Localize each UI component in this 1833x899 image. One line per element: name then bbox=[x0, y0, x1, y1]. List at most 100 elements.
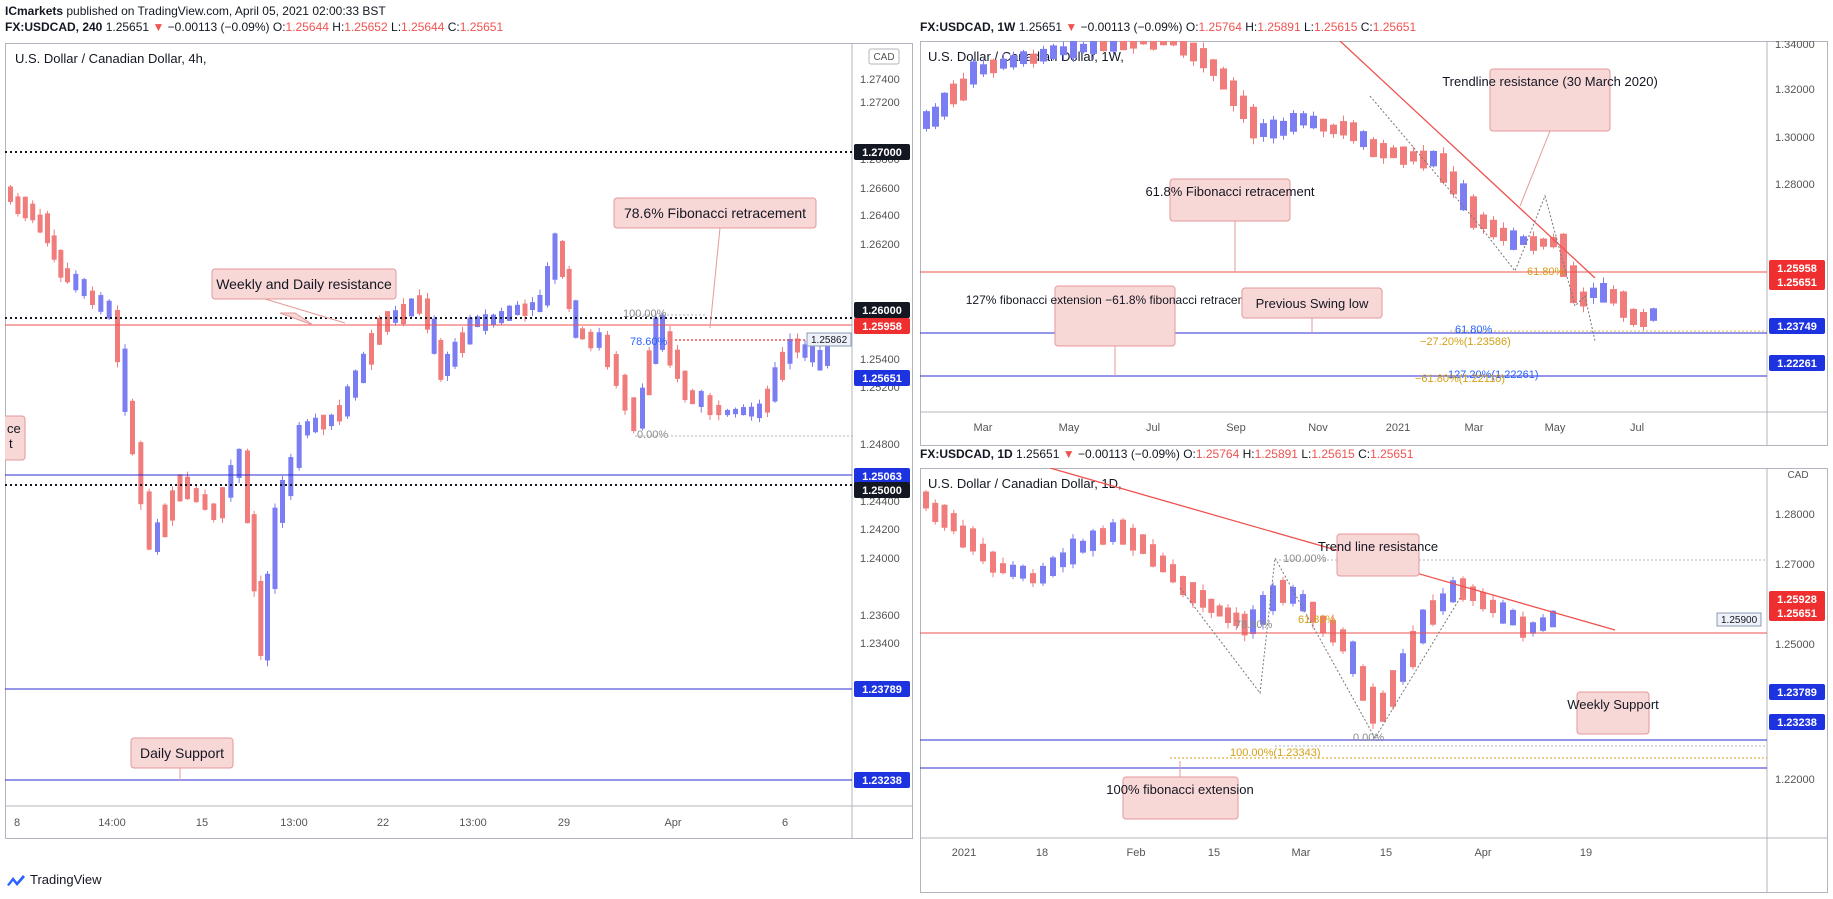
candle-body bbox=[1225, 607, 1231, 624]
candle-body bbox=[1270, 585, 1276, 612]
candle-body bbox=[211, 503, 217, 520]
candle-body bbox=[193, 488, 199, 503]
candle-body bbox=[690, 390, 695, 405]
candle-body bbox=[1540, 238, 1547, 247]
candle-body bbox=[130, 400, 135, 455]
fib-61-label: 61.80% bbox=[1527, 266, 1565, 278]
svg-text:1.27000: 1.27000 bbox=[862, 147, 902, 159]
candle-body bbox=[98, 295, 104, 312]
callout-daily-support[interactable]: Daily Support bbox=[130, 737, 234, 780]
candle-body bbox=[1320, 615, 1326, 634]
chart-1w[interactable]: U.S. Dollar / Canadian Dollar, 1W, 61.80… bbox=[920, 41, 1828, 446]
callout-trendline-resistance[interactable]: Trendline resistance (30 March 2020) bbox=[1442, 68, 1658, 207]
candle-body bbox=[1390, 670, 1396, 707]
candle-body bbox=[185, 476, 190, 500]
candle-body bbox=[990, 551, 996, 573]
time-axis-1w[interactable]: Mar May Jul Sep Nov 2021 Mar May Jul bbox=[974, 422, 1645, 434]
candle-body bbox=[1140, 534, 1146, 554]
candle-body bbox=[30, 203, 36, 221]
candle-body bbox=[1470, 586, 1476, 601]
callout-fib-78[interactable]: 78.6% Fibonacci retracement bbox=[613, 197, 817, 329]
candle-body bbox=[552, 233, 558, 280]
published-text: published on TradingView.com, April 05, … bbox=[66, 4, 386, 18]
candle-body bbox=[1310, 115, 1317, 129]
callout-weekly-support[interactable]: Weekly Support bbox=[1567, 691, 1659, 735]
chart-1d-title: U.S. Dollar / Canadian Dollar, 1D, bbox=[928, 476, 1122, 491]
chart-4h[interactable]: U.S. Dollar / Canadian Dollar, 4h, 100.0… bbox=[5, 43, 913, 839]
price-tag-1.25900: 1.25900 bbox=[1716, 612, 1762, 627]
candle-body bbox=[361, 353, 366, 384]
candle-body bbox=[1250, 609, 1256, 634]
candle-body bbox=[1180, 41, 1187, 56]
time-axis-4h[interactable]: 8 14:00 15 13:00 22 13:00 29 Apr 6 bbox=[14, 817, 788, 829]
candle-body bbox=[51, 235, 57, 260]
candle-body bbox=[1330, 124, 1337, 135]
svg-text:100% fibonacci extension: 100% fibonacci extension bbox=[1106, 782, 1253, 797]
candle-body bbox=[228, 465, 234, 498]
callout-prev-swing-low[interactable]: Previous Swing low bbox=[1241, 287, 1383, 333]
candle-body bbox=[1610, 289, 1617, 304]
trendline-resistance-1d[interactable] bbox=[1049, 468, 1616, 631]
candle-body bbox=[817, 350, 823, 371]
fib-127-label: 127.20%(1.22261) bbox=[1448, 369, 1539, 381]
chart-1d[interactable]: U.S. Dollar / Canadian Dollar, 1D, 100.0… bbox=[920, 468, 1828, 893]
publisher-name[interactable]: ICmarkets bbox=[5, 4, 64, 18]
price-axis-4h[interactable]: 1.274001.272001.268001.266001.264001.262… bbox=[860, 74, 900, 650]
y-tick-label: 1.34000 bbox=[1775, 41, 1815, 51]
candle-body bbox=[296, 424, 302, 468]
callout-127-fib[interactable]: 127% fibonacci extension −61.8% fibonacc… bbox=[966, 285, 1265, 376]
candle-body bbox=[452, 341, 458, 367]
callout-trendline-text: Trendline resistance (30 March 2020) bbox=[1442, 74, 1658, 89]
callout-fib-618[interactable]: 61.8% Fibonacci retracement bbox=[1145, 178, 1315, 272]
candle-body bbox=[1500, 227, 1507, 242]
candle-body bbox=[445, 353, 450, 376]
chart-4h-frame bbox=[5, 43, 913, 839]
candle-body bbox=[707, 395, 713, 416]
candle-body bbox=[1020, 565, 1026, 579]
candle-body bbox=[1510, 609, 1516, 626]
candle-body bbox=[1450, 171, 1457, 195]
svg-text:ce: ce bbox=[7, 421, 21, 436]
high-value-1w: 1.25891 bbox=[1257, 20, 1301, 34]
candle-body bbox=[245, 450, 250, 524]
candle-body bbox=[81, 279, 87, 297]
svg-text:CAD: CAD bbox=[873, 52, 894, 63]
y-tick-label: 1.24400 bbox=[860, 496, 900, 508]
callout-trendline-1d[interactable]: Trend line resistance bbox=[1318, 533, 1438, 577]
svg-text:Previous Swing low: Previous Swing low bbox=[1256, 296, 1369, 311]
x-tick-label: Jul bbox=[1630, 422, 1644, 434]
candle-body bbox=[251, 514, 257, 592]
candle-body bbox=[1600, 282, 1607, 303]
fib-78-label: 78.60% bbox=[630, 336, 668, 348]
candle-body bbox=[1630, 308, 1637, 325]
y-tick-label: 1.28000 bbox=[1775, 179, 1815, 191]
x-tick-label: Feb bbox=[1127, 847, 1146, 859]
candle-body bbox=[313, 417, 318, 433]
candle-body bbox=[483, 314, 488, 331]
candle-body bbox=[37, 214, 43, 233]
y-tick-label: 1.23600 bbox=[860, 610, 900, 622]
candle-body bbox=[1010, 55, 1017, 68]
candle-body bbox=[1330, 620, 1336, 643]
candle-body bbox=[1450, 580, 1456, 603]
candle-body bbox=[765, 388, 770, 413]
y-tick-label: 1.25000 bbox=[1775, 639, 1815, 651]
callout-weekly-daily-resistance[interactable]: Weekly and Daily resistance bbox=[211, 268, 397, 326]
symbol-label-1w: FX:USDCAD, 1W bbox=[920, 20, 1016, 34]
candle-body bbox=[272, 507, 278, 589]
trendline-resistance[interactable] bbox=[1339, 41, 1596, 279]
down-arrow-icon: ▼ bbox=[1065, 20, 1078, 34]
open-value-1d: 1.25764 bbox=[1195, 447, 1240, 461]
candle-body bbox=[321, 414, 326, 430]
candle-body bbox=[1110, 41, 1117, 52]
candle-body bbox=[1390, 147, 1397, 159]
price-badge: 1.26000 bbox=[854, 302, 910, 318]
svg-text:1.23238: 1.23238 bbox=[862, 775, 902, 787]
tradingview-footer[interactable]: TradingView bbox=[6, 872, 102, 887]
callout-100-fib-ext[interactable]: 100% fibonacci extension bbox=[1106, 761, 1254, 820]
svg-text:1.26000: 1.26000 bbox=[862, 305, 902, 317]
candle-body bbox=[932, 502, 939, 523]
time-axis-1d[interactable]: 2021 18 Feb 15 Mar 15 Apr 19 bbox=[952, 847, 1592, 859]
candle-body bbox=[795, 338, 800, 353]
candle-body bbox=[660, 314, 665, 350]
